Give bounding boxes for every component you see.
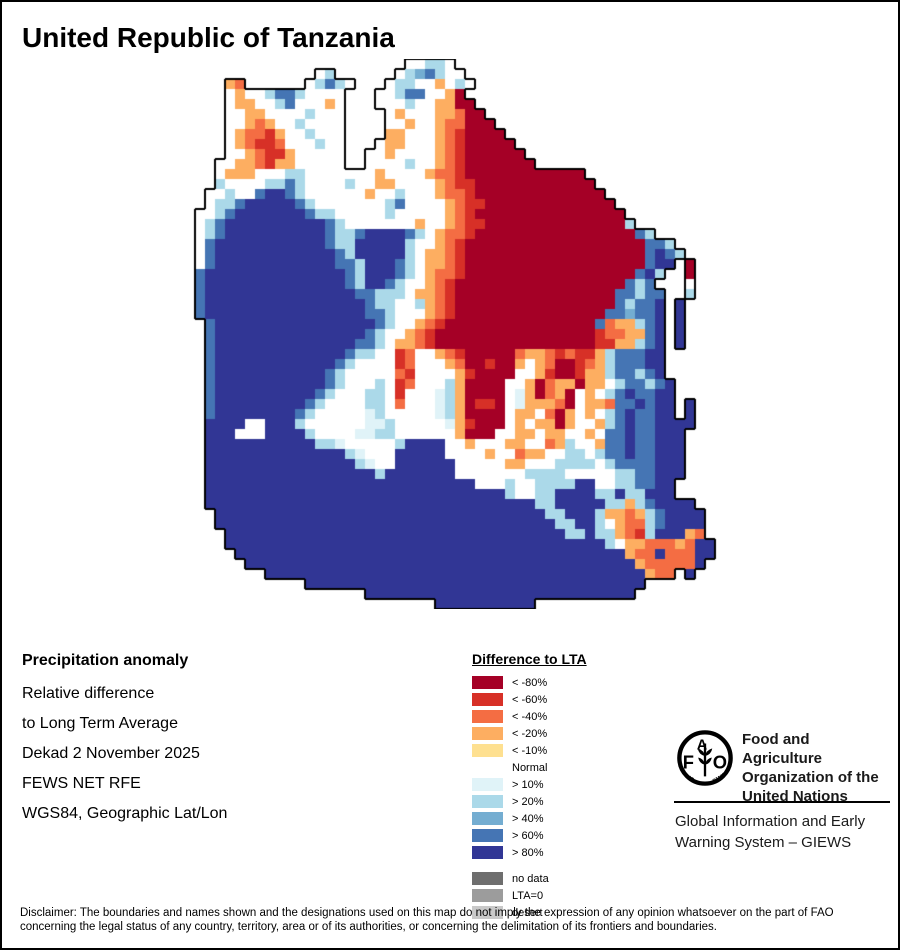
legend-row: < -20% (472, 725, 652, 742)
info-line: to Long Term Average (22, 715, 178, 732)
legend-row: < -60% (472, 691, 652, 708)
legend-swatch (472, 676, 503, 689)
info-line: FEWS NET RFE (22, 775, 141, 792)
legend-row: > 20% (472, 793, 652, 810)
legend-label: > 60% (512, 829, 544, 842)
legend-label: Normal (512, 761, 548, 774)
disclaimer-line: concerning the legal status of any count… (20, 921, 717, 933)
legend-row: LTA=0 (472, 887, 652, 904)
svg-text:O: O (713, 752, 727, 773)
legend-swatch (472, 906, 503, 919)
fao-org-name: Food and Agriculture Organization of the U… (742, 730, 892, 806)
disclaimer-line: Disclaimer: The boundaries and names sho… (20, 907, 834, 919)
legend-swatch (472, 744, 503, 757)
info-line: Relative difference (22, 685, 155, 702)
legend-row: > 80% (472, 844, 652, 861)
info-line: Dekad 2 November 2025 (22, 745, 200, 762)
legend-swatch (472, 829, 503, 842)
branding-divider (674, 801, 890, 803)
legend-swatch (472, 812, 503, 825)
legend-label: < -60% (512, 693, 548, 706)
legend-row: no data (472, 870, 652, 887)
legend-label: LTA=0 (512, 889, 544, 902)
legend-swatch (472, 872, 503, 885)
legend-extra-items: no data LTA=0 desert (472, 870, 652, 921)
info-heading: Precipitation anomaly (22, 652, 189, 669)
legend-items: < -80% < -60% < -40% < -20% < -10% Normal > 10… (472, 674, 652, 861)
legend-label: < -20% (512, 727, 548, 740)
giews-line: Warning System – GIEWS (675, 834, 852, 851)
svg-text:F: F (683, 752, 694, 773)
org-name-line: Organization of the (742, 769, 879, 786)
org-name-line: Food and Agriculture (742, 731, 823, 767)
legend-label: > 40% (512, 812, 544, 825)
page-title: United Republic of Tanzania (22, 22, 395, 53)
legend-label: > 20% (512, 795, 544, 808)
legend-row: < -40% (472, 708, 652, 725)
giews-line: Global Information and Early (675, 813, 866, 830)
svg-text:A: A (697, 737, 708, 753)
legend-row: < -10% (472, 742, 652, 759)
giews-subtitle: Global Information and Early Warning Syst… (675, 811, 865, 853)
legend-row: Normal (472, 759, 652, 776)
svg-text:FIAT: FIAT (683, 772, 695, 783)
legend-label: < -40% (512, 710, 548, 723)
legend-label: > 80% (512, 846, 544, 859)
org-name-line: United Nations (742, 788, 848, 805)
legend-swatch (472, 727, 503, 740)
legend-swatch (472, 710, 503, 723)
legend-row: > 10% (472, 776, 652, 793)
legend-label: < -80% (512, 676, 548, 689)
info-line: WGS84, Geographic Lat/Lon (22, 805, 228, 822)
map-info-block: Precipitation anomaly Relative differenc… (22, 652, 227, 829)
legend-label: no data (512, 872, 549, 885)
tanzania-precipitation-anomaly-map (185, 59, 725, 609)
legend-swatch (472, 889, 503, 902)
legend-swatch (472, 846, 503, 859)
legend-row: > 40% (472, 810, 652, 827)
legend-label: < -10% (512, 744, 548, 757)
fao-logo-icon: F A O FIAT PANIS (677, 730, 733, 786)
map-legend: Difference to LTA < -80% < -60% < -40% < -2… (472, 651, 652, 921)
legend-label: > 10% (512, 778, 544, 791)
legend-swatch (472, 761, 503, 774)
legend-swatch (472, 693, 503, 706)
legend-row: > 60% (472, 827, 652, 844)
legend-row: < -80% (472, 674, 652, 691)
legend-swatch (472, 778, 503, 791)
legend-row: desert (472, 904, 652, 921)
legend-title: Difference to LTA (472, 651, 587, 667)
legend-label: desert (512, 906, 543, 919)
disclaimer-text: Disclaimer: The boundaries and names sho… (20, 906, 892, 934)
legend-swatch (472, 795, 503, 808)
info-lines: Relative difference to Long Term Average D… (22, 679, 227, 829)
